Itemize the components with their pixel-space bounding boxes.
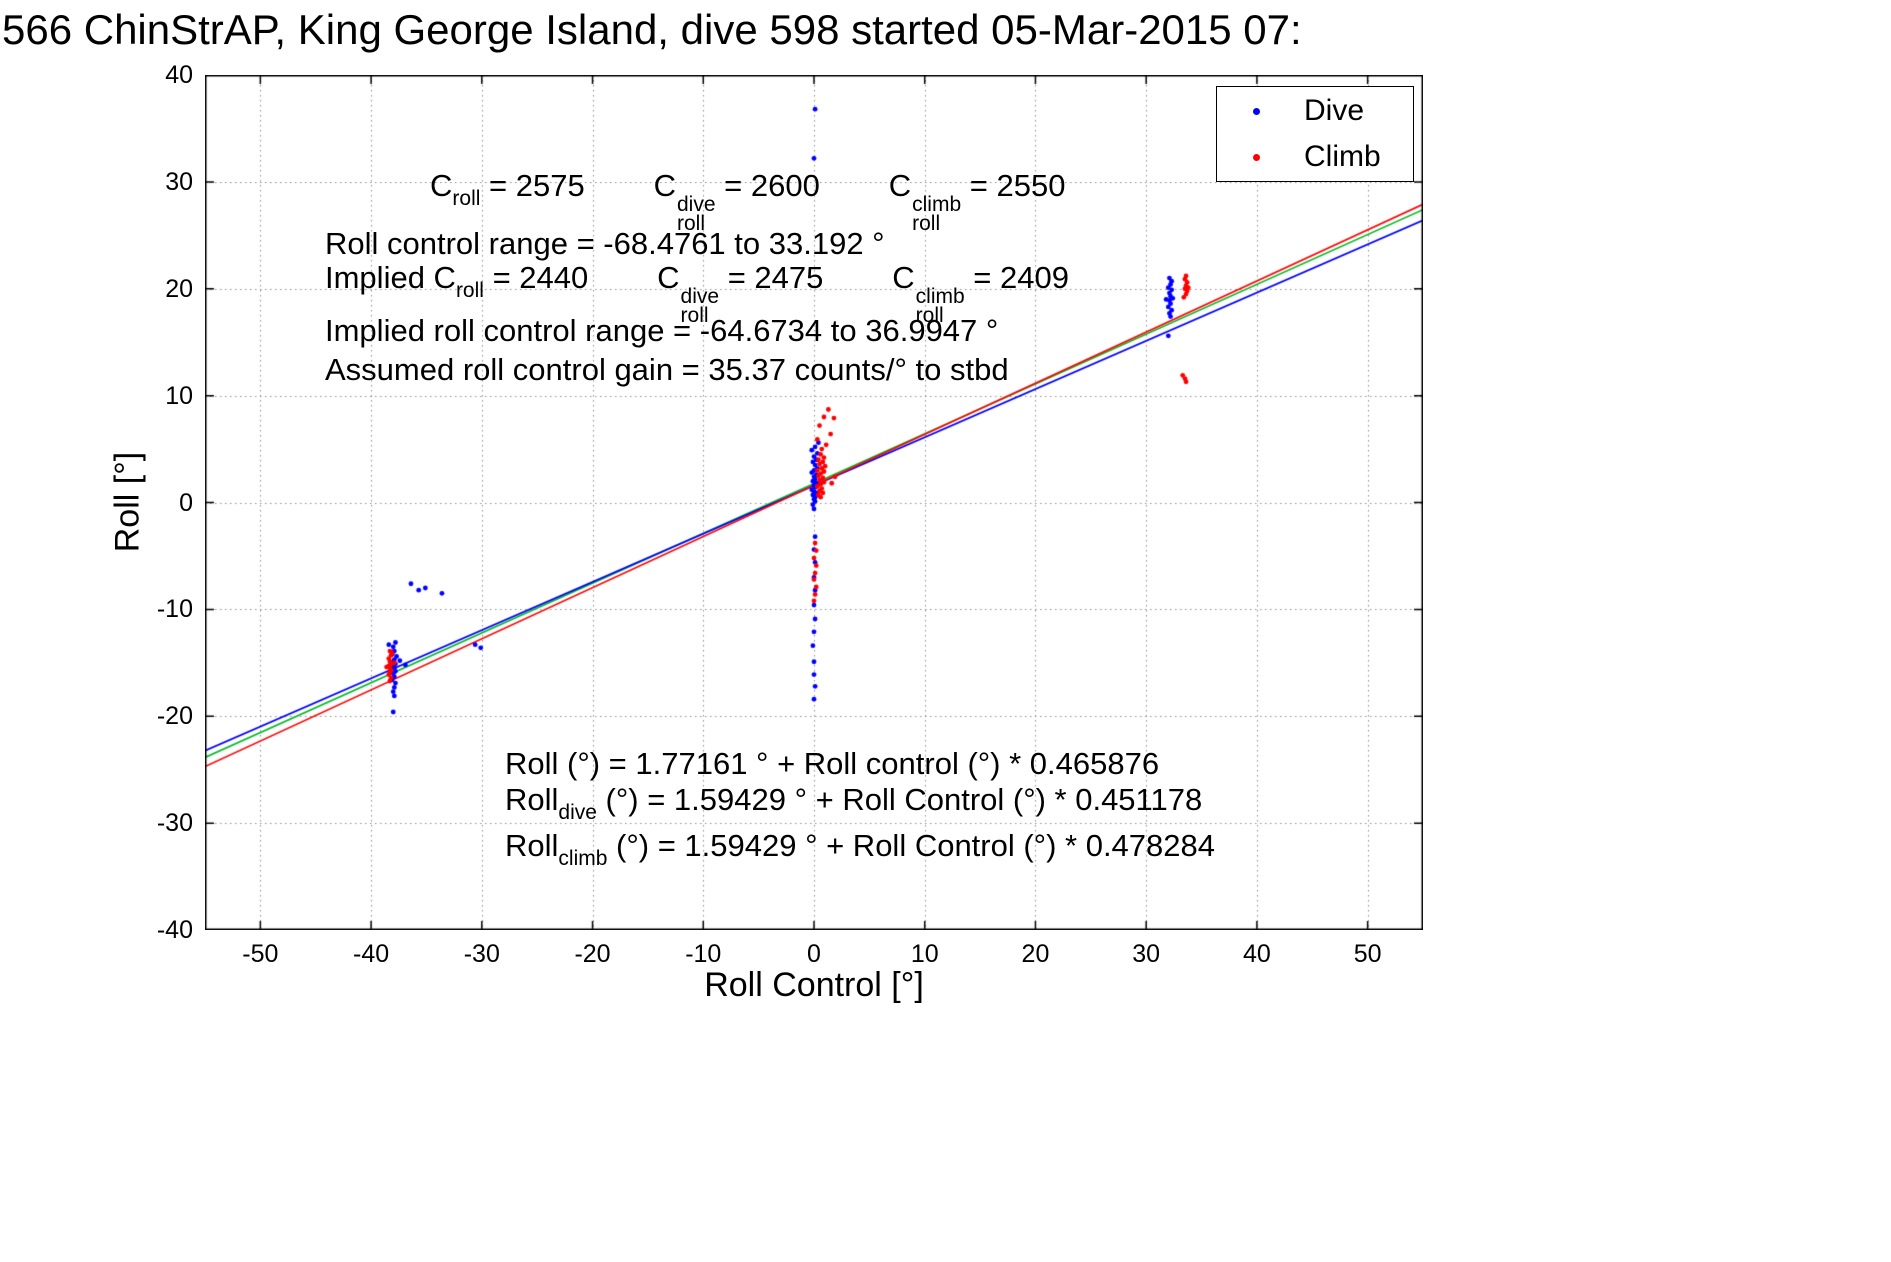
- legend-label-dive: Dive: [1304, 94, 1365, 127]
- annotation-text: Roll control range = -68.4761 to 33.192 …: [325, 226, 885, 261]
- annotation-text: Assumed roll control gain = 35.37 counts…: [325, 352, 1009, 387]
- x-tick-label: -30: [463, 940, 500, 968]
- x-tick-label: 40: [1243, 940, 1271, 968]
- y-tick-label: -40: [156, 916, 193, 944]
- legend: Dive Climb: [1216, 86, 1414, 182]
- x-tick-label: -40: [353, 940, 390, 968]
- dive-marker-icon: [1253, 107, 1260, 115]
- legend-item-dive: Dive: [1217, 89, 1413, 133]
- annotation-text: Rollclimb (°) = 1.59429 ° + Roll Control…: [505, 828, 1215, 870]
- x-tick-label: -10: [685, 940, 722, 968]
- legend-label-climb: Climb: [1304, 140, 1381, 173]
- annotation-text: Rolldive (°) = 1.59429 ° + Roll Control …: [505, 782, 1203, 824]
- y-tick-label: 40: [165, 61, 193, 89]
- x-tick-label: 10: [910, 940, 939, 968]
- y-tick-label: -10: [156, 595, 193, 624]
- climb-marker-icon: [1253, 153, 1260, 161]
- x-tick-label: 50: [1353, 940, 1382, 968]
- annotation-text: Implied roll control range = -64.6734 to…: [325, 313, 999, 348]
- y-axis-label: Roll [°]: [108, 451, 147, 553]
- x-tick-label: -50: [242, 940, 279, 968]
- plot-title: 566 ChinStrAP, King George Island, dive …: [2, 6, 1302, 53]
- y-tick-label: 0: [179, 488, 193, 517]
- y-tick-label: -20: [156, 702, 193, 731]
- x-tick-label: 20: [1021, 940, 1050, 968]
- x-tick-label: 0: [807, 940, 821, 968]
- y-tick-label: -30: [156, 809, 193, 838]
- plot-canvas: [205, 75, 1423, 930]
- legend-item-climb: Climb: [1217, 135, 1413, 179]
- y-tick-label: 20: [165, 274, 193, 303]
- annotation-text: Roll (°) = 1.77161 ° + Roll control (°) …: [505, 746, 1160, 781]
- x-tick-label: -20: [574, 940, 611, 968]
- x-axis-label: Roll Control [°]: [704, 966, 924, 1004]
- y-tick-label: 30: [165, 167, 193, 196]
- y-tick-label: 10: [165, 381, 193, 410]
- x-tick-label: 30: [1132, 940, 1161, 968]
